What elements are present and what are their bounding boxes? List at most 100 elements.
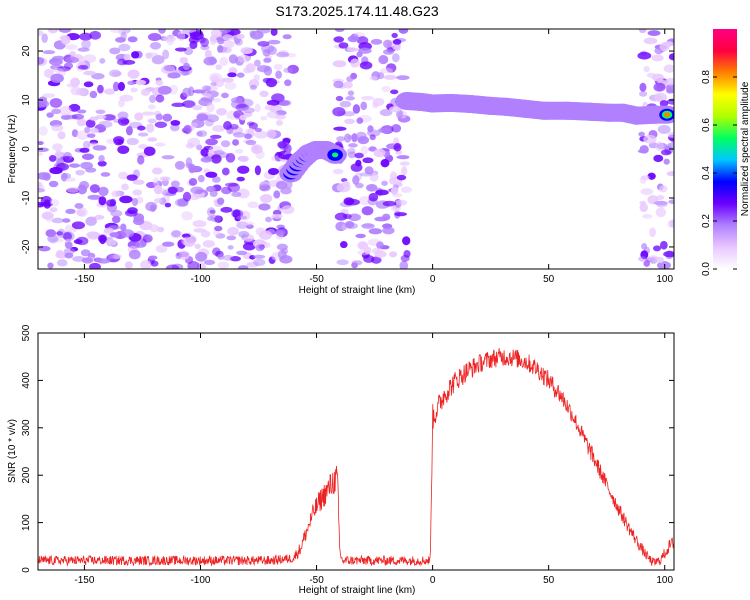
heatmap-noise-cell: [638, 91, 648, 97]
heatmap-noise-cell: [398, 29, 409, 34]
heatmap-noise-cell: [374, 250, 387, 258]
heatmap-noise-cell: [102, 114, 116, 121]
heatmap-noise-cell: [659, 100, 669, 107]
heatmap-noise-cell: [147, 137, 158, 142]
heatmap-noise-cell: [639, 176, 647, 184]
heatmap-noise-cell: [643, 65, 650, 73]
heatmap-noise-cell: [382, 49, 395, 55]
heatmap-noise-cell: [71, 221, 86, 230]
heatmap-noise-cell: [142, 234, 153, 243]
heatmap-noise-cell: [238, 54, 250, 64]
snr-xtick-label: 100: [656, 575, 673, 586]
heatmap-noise-cell: [255, 149, 265, 160]
heatmap-noise-cell: [98, 154, 105, 163]
heatmap-noise-cell: [174, 47, 187, 52]
heatmap-noise-cell: [206, 216, 215, 221]
heatmap-noise-cell: [332, 60, 347, 68]
heatmap-noise-cell: [383, 39, 393, 49]
heatmap-noise-cell: [221, 92, 229, 99]
spectrogram-xtick-label: 100: [656, 274, 673, 285]
heatmap-noise-cell: [347, 151, 357, 159]
heatmap-noise-cell: [38, 151, 44, 157]
heatmap-noise-cell: [135, 240, 146, 248]
heatmap-noise-cell: [334, 212, 348, 221]
heatmap-noise-cell: [381, 180, 388, 186]
heatmap-noise-cell: [51, 124, 64, 132]
heatmap-noise-cell: [370, 38, 383, 45]
heatmap-noise-cell: [647, 255, 660, 262]
snr-ylabel: SNR (10 * v/v): [7, 419, 18, 483]
heatmap-noise-cell: [65, 208, 76, 215]
heatmap-noise-cell: [400, 254, 410, 262]
heatmap-noise-cell: [211, 176, 221, 183]
spectrogram-xtick-label: -50: [309, 274, 324, 285]
heatmap-noise-cell: [155, 113, 163, 121]
heatmap-noise-cell: [233, 132, 246, 138]
heatmap-noise-cell: [161, 155, 175, 160]
heatmap-noise-cell: [391, 204, 402, 212]
heatmap-noise-cell: [65, 44, 78, 50]
heatmap-noise-cell: [99, 58, 106, 64]
heatmap-noise-cell: [276, 180, 288, 190]
heatmap-noise-cell: [200, 156, 213, 163]
heatmap-noise-cell: [109, 47, 121, 55]
snr-xtick-label: 50: [543, 575, 555, 586]
heatmap-noise-cell: [339, 100, 352, 108]
heatmap-noise-cell: [111, 190, 121, 198]
heatmap-noise-cell: [52, 143, 63, 151]
heatmap-noise-cell: [372, 97, 385, 107]
heatmap-noise-cell: [637, 51, 652, 60]
colorbar-gradient: [713, 29, 737, 269]
heatmap-noise-cell: [275, 119, 283, 127]
heatmap-noise-cell: [164, 202, 172, 208]
heatmap-noise-cell: [267, 167, 280, 176]
heatmap-noise-cell: [220, 77, 234, 83]
heatmap-noise-cell: [333, 80, 344, 89]
heatmap-noise-cell: [667, 220, 674, 228]
heatmap-noise-cell: [49, 167, 63, 175]
heatmap-noise-cell: [375, 189, 389, 196]
heatmap-noise-cell: [659, 185, 668, 193]
heatmap-noise-cell: [236, 250, 248, 256]
heatmap-noise-cell: [178, 250, 190, 260]
heatmap-noise-cell: [150, 260, 159, 267]
heatmap-noise-cell: [277, 249, 287, 260]
heatmap-noise-cell: [182, 87, 192, 97]
heatmap-noise-cell: [259, 90, 269, 98]
spectrogram-ytick-label: 20: [21, 45, 32, 57]
heatmap-noise-cell: [134, 112, 144, 121]
heatmap-noise-cell: [217, 44, 224, 53]
heatmap-noise-cell: [667, 131, 674, 138]
colorbar: 0.0 0.2 0.4 0.6 0.8 Normalized spectral ampl…: [701, 29, 750, 276]
heatmap-noise-cell: [42, 214, 53, 220]
heatmap-noise-cell: [223, 254, 233, 261]
heatmap-noise-cell: [340, 241, 348, 249]
spectrogram-xtick-label: 50: [543, 274, 555, 285]
heatmap-noise-cell: [271, 213, 283, 219]
heatmap-noise-cell: [266, 99, 280, 106]
heatmap-noise-cell: [342, 111, 356, 117]
heatmap-noise-cell: [369, 76, 378, 81]
heatmap-noise-cell: [155, 142, 166, 147]
heatmap-noise-cell: [354, 152, 364, 159]
heatmap-noise-cell: [392, 39, 402, 45]
chart-title: S173.2025.174.11.48.G23: [275, 3, 438, 19]
heatmap-noise-cell: [118, 171, 129, 180]
spectrogram-ytick-label: 0: [21, 146, 32, 152]
heatmap-noise-cell: [262, 49, 271, 57]
heatmap-noise-cell: [145, 201, 158, 212]
heatmap-noise-cell: [265, 77, 278, 88]
heatmap-noise-cell: [141, 111, 155, 116]
heatmap-noise-cell: [640, 188, 654, 195]
heatmap-noise-cell: [223, 121, 232, 130]
heatmap-noise-cell: [97, 234, 108, 243]
heatmap-noise-cell: [111, 71, 122, 77]
heatmap-noise-cell: [209, 134, 222, 139]
heatmap-noise-cell: [171, 230, 181, 238]
heatmap-noise-cell: [358, 47, 372, 54]
heatmap-noise-cell: [647, 30, 661, 36]
heatmap-noise-cell: [638, 131, 645, 137]
heatmap-noise-cell: [118, 43, 131, 52]
heatmap-noise-cell: [205, 171, 218, 178]
